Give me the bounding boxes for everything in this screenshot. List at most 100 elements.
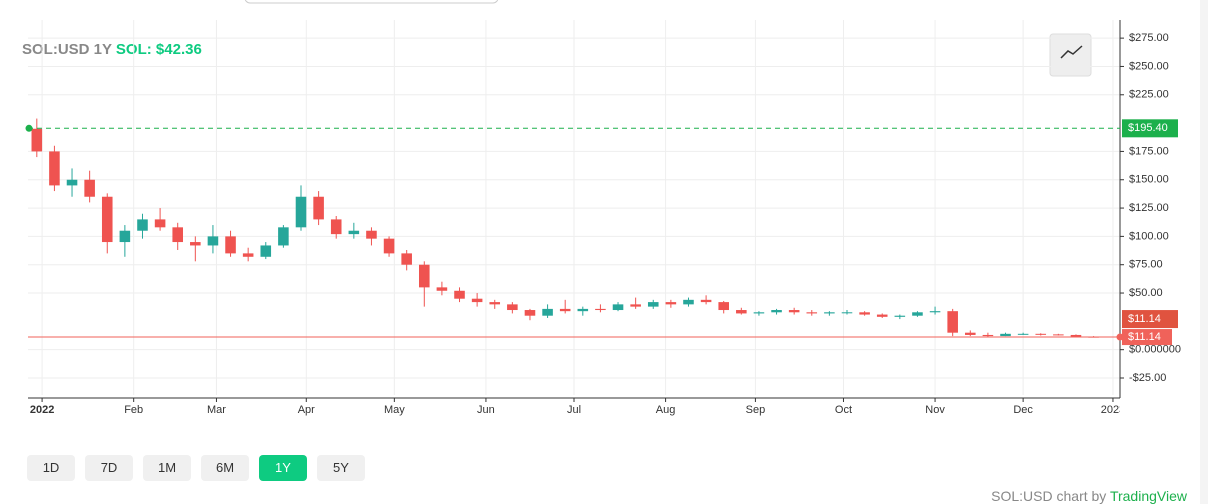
candle-body [683, 299, 694, 305]
candle-body [700, 299, 712, 303]
candle-body [524, 310, 536, 316]
candle-body [1053, 334, 1064, 336]
candle-body [1035, 333, 1047, 335]
range-button[interactable]: 1Y [259, 455, 307, 481]
y-tick-label: $175.00 [1129, 145, 1169, 157]
x-tick-label: Jun [477, 404, 495, 416]
candle-body [260, 245, 272, 257]
candle-body [66, 179, 78, 186]
footer: SOL:USD chart by TradingView [991, 488, 1187, 504]
candle-body [172, 227, 183, 243]
range-button[interactable]: 1D [27, 455, 75, 481]
candle-body [242, 253, 254, 257]
x-tick-label: Nov [925, 404, 945, 416]
candle-body [225, 236, 236, 254]
candle-body [119, 230, 131, 243]
candle-body [366, 230, 377, 239]
candle-body [595, 308, 606, 311]
chart: SOL:USD 1Y SOL: $42.36 -$25.00$0.000000$… [22, 0, 1181, 416]
y-tick-label: -$25.00 [1129, 372, 1166, 384]
x-tick-label: 2022 [30, 404, 54, 416]
candle-body [912, 312, 923, 316]
x-tick-label: Dec [1013, 404, 1033, 416]
price-label: SOL: $42.36 [116, 41, 202, 58]
footer-text: SOL:USD chart by [991, 488, 1107, 504]
x-tick-label: Mar [207, 404, 226, 416]
candle-body [454, 290, 465, 299]
candle-body [419, 264, 430, 288]
candle-body [577, 308, 589, 312]
candle-body [137, 219, 148, 231]
candle-body [665, 302, 677, 305]
candle-body [313, 196, 324, 220]
chart-type-icon [1060, 45, 1083, 59]
candle-body [278, 227, 289, 246]
x-tick-label: Jul [567, 404, 581, 416]
chart-type-button[interactable] [1049, 33, 1092, 77]
y-tick-label: $250.00 [1129, 60, 1169, 72]
candle-body [101, 196, 113, 243]
candle-body [559, 308, 571, 312]
candle-body [612, 304, 624, 311]
range-button[interactable]: 7D [85, 455, 133, 481]
candle-body [753, 312, 765, 314]
candle-body [647, 302, 659, 307]
candle-body [154, 219, 166, 228]
candle-body [1017, 333, 1029, 335]
candle-body [1070, 334, 1082, 337]
x-tick-label: Sep [746, 404, 766, 416]
range-button[interactable]: 5Y [317, 455, 365, 481]
candle-body [965, 332, 976, 335]
candle-body [788, 310, 800, 313]
y-tick-label: $0.000000 [1129, 344, 1181, 356]
candle-body [348, 230, 360, 235]
candle-body [947, 311, 958, 333]
candle-body [471, 298, 483, 303]
x-tick-label: 2023 [1101, 404, 1125, 416]
x-tick-label: May [384, 404, 405, 416]
y-tick-label: $75.00 [1129, 259, 1163, 271]
dropdown-edge [244, 0, 499, 4]
candle-body [736, 310, 747, 314]
candle-body [859, 312, 870, 315]
candle-body [841, 312, 853, 314]
candle-body [401, 253, 412, 265]
candle-body [876, 314, 888, 317]
range-button[interactable]: 1M [143, 455, 191, 481]
y-tick-label: $150.00 [1129, 174, 1169, 186]
y-tick-label: $225.00 [1129, 89, 1169, 101]
title: SOL:USD 1Y [22, 41, 112, 58]
high-badge [1122, 119, 1178, 138]
candle-body [84, 179, 95, 197]
candle-body [507, 304, 518, 311]
y-tick-label: $100.00 [1129, 230, 1169, 242]
candle-body [542, 308, 553, 316]
high-dot [25, 124, 33, 132]
last-badge [1122, 329, 1172, 346]
candle-body [630, 304, 641, 307]
candle-body [806, 312, 818, 314]
last-badge-label: $11.14 [1128, 331, 1161, 343]
candle-body [436, 287, 448, 291]
candle-body [894, 315, 906, 317]
candle-body [982, 334, 994, 337]
candle-body [489, 302, 501, 305]
range-buttons: 1D 7D 1M 6M 1Y 5Y [27, 455, 365, 481]
candle-body [295, 196, 307, 228]
high-badge-label: $195.40 [1128, 122, 1168, 134]
candle-body [824, 312, 835, 314]
candle-body [31, 128, 43, 152]
range-button[interactable]: 6M [201, 455, 249, 481]
y-tick-label: $275.00 [1129, 32, 1169, 44]
candle-body [49, 151, 60, 186]
last-dot [1116, 333, 1124, 341]
x-tick-label: Aug [656, 404, 676, 416]
candle-body [190, 242, 201, 246]
candle-body [383, 238, 395, 254]
chart-title: SOL:USD 1Y SOL: $42.36 [22, 41, 202, 58]
y-tick-label: $125.00 [1129, 202, 1169, 214]
candle-body [718, 302, 729, 311]
footer-link[interactable]: TradingView [1109, 488, 1187, 504]
candle-body [1000, 333, 1011, 337]
close-badge-label: $11.14 [1128, 313, 1161, 325]
